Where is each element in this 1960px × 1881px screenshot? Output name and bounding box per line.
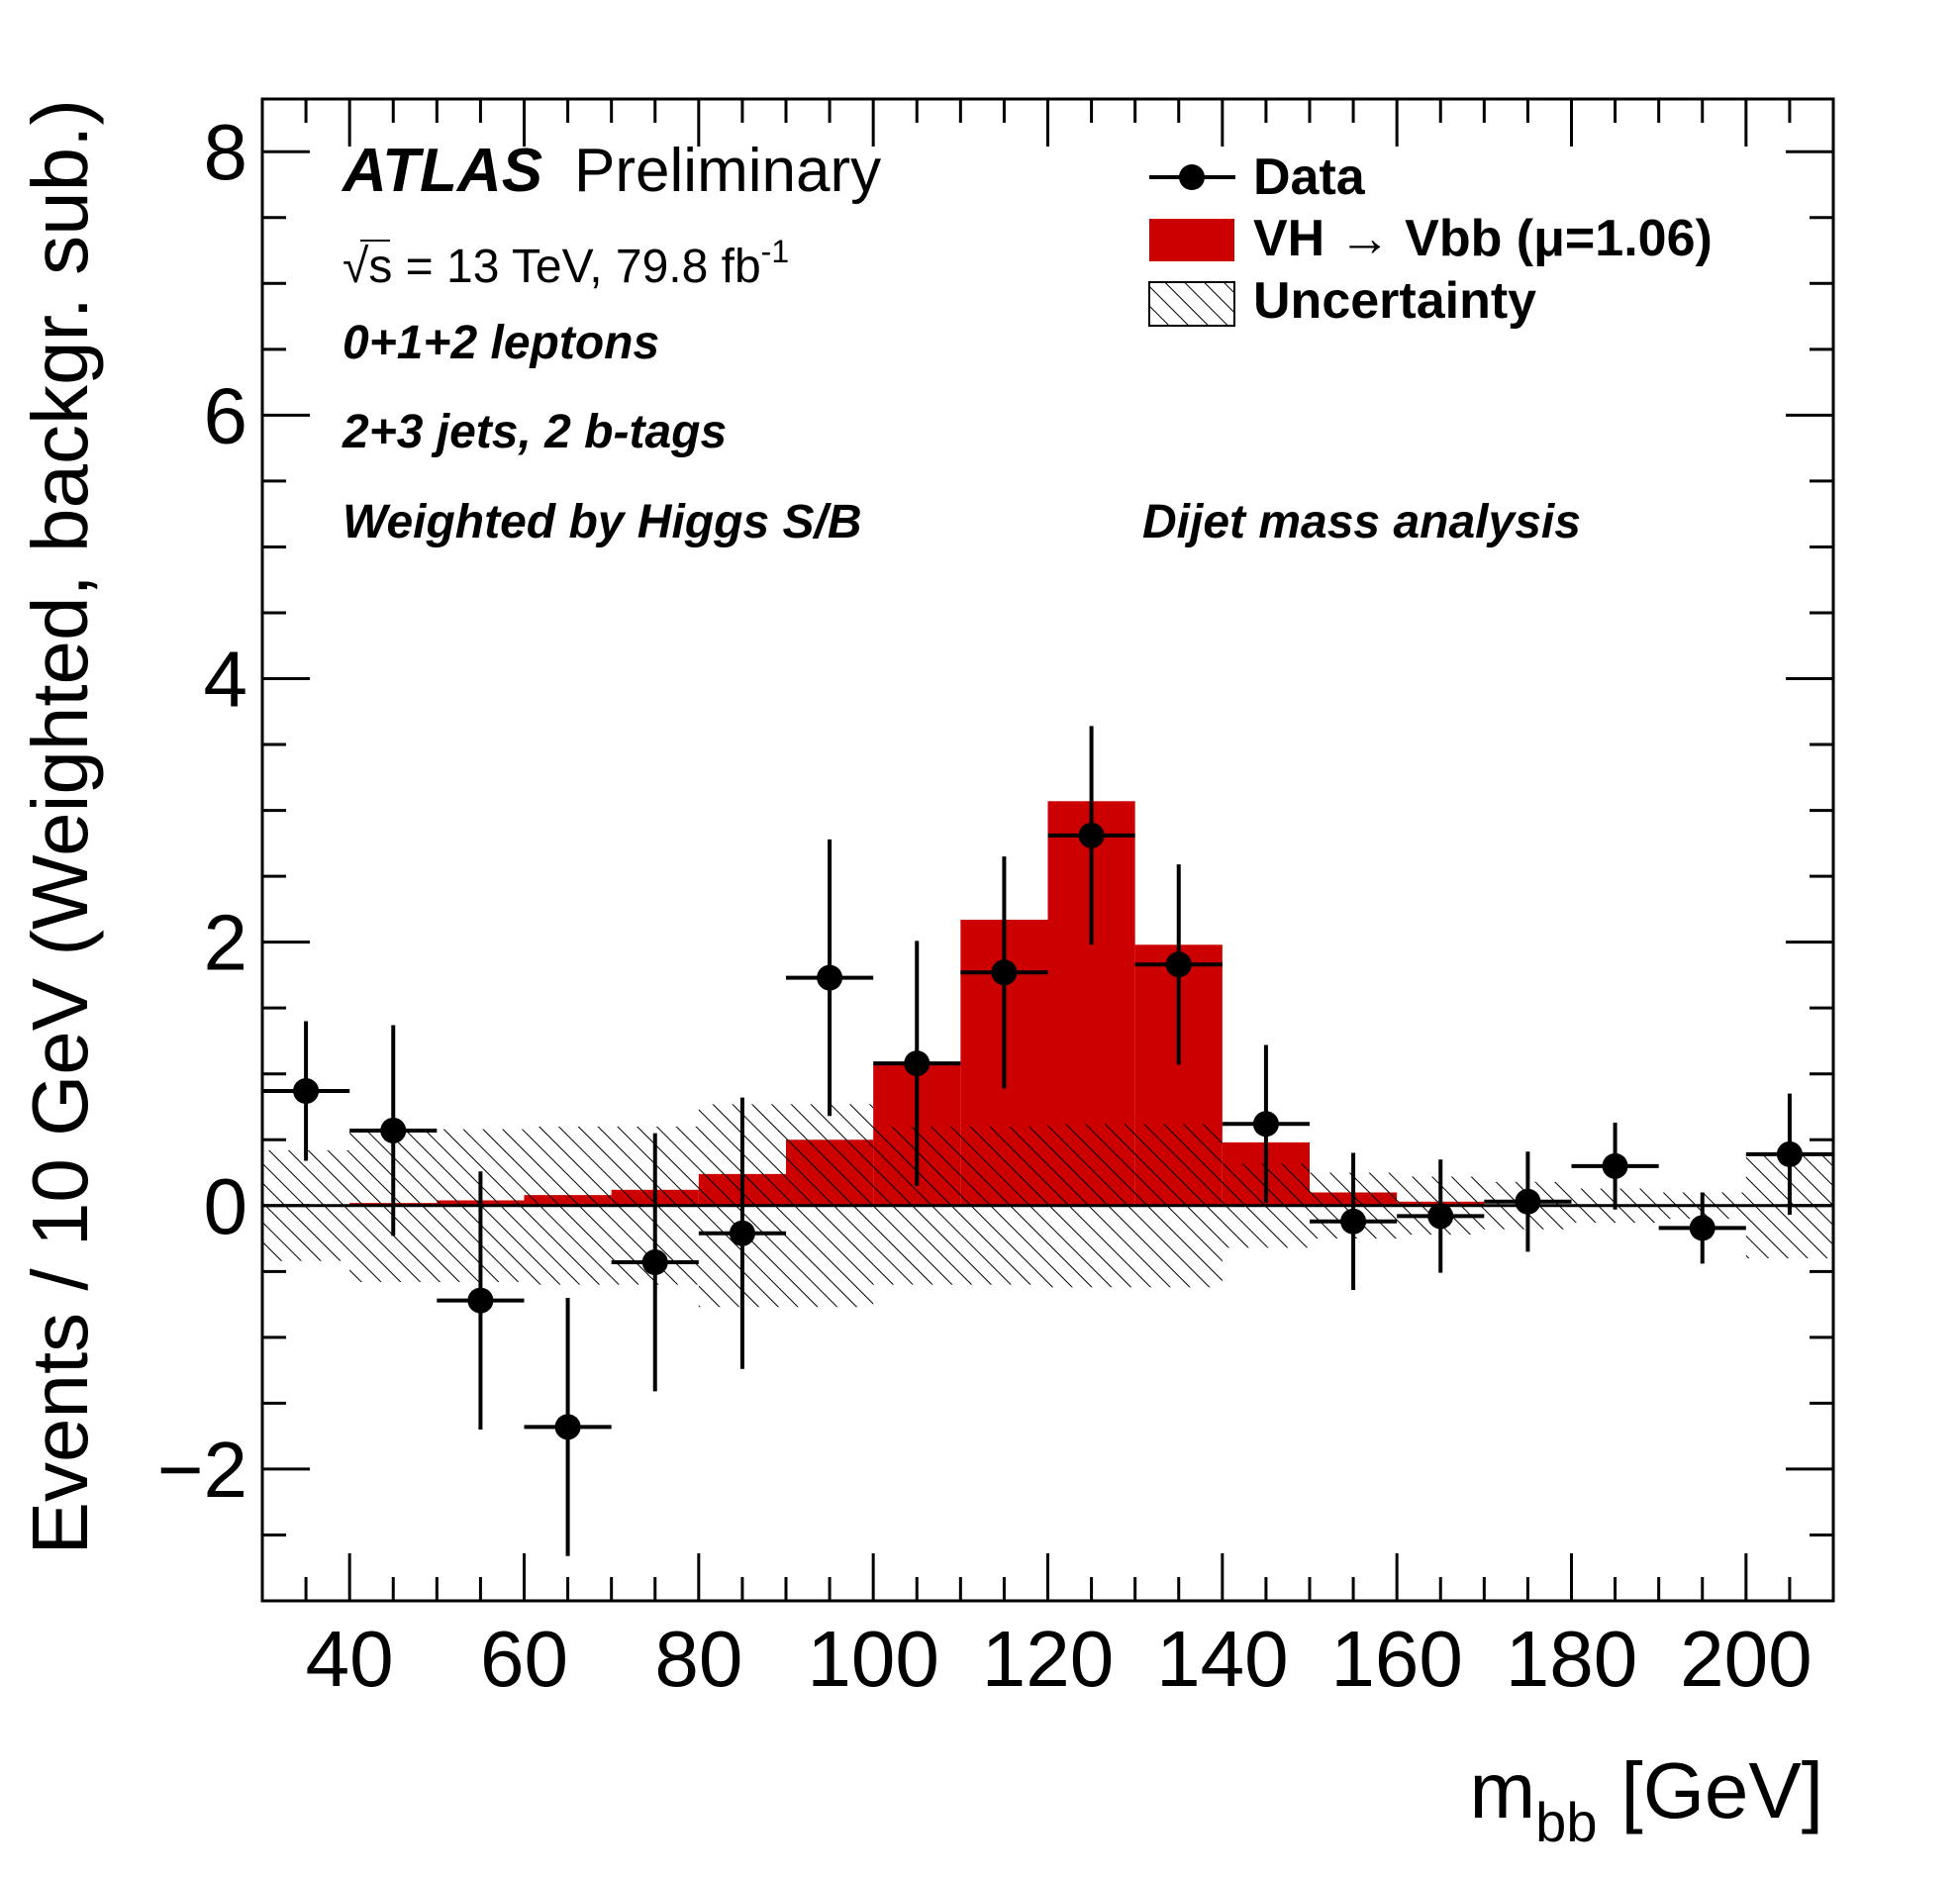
data-points [262,726,1833,1556]
x-tick-label: 140 [1156,1615,1288,1703]
x-tick-label: 40 [306,1615,394,1703]
energy-lumi-label: √s = 13 TeV, 79.8 fb-1 [343,234,789,293]
legend-label-uncertainty: Uncertainty [1253,272,1536,330]
data-point [1427,1203,1454,1230]
data-point [904,1050,931,1077]
legend-label-signal: VH → Vbb (μ=1.06) [1253,210,1713,267]
data-point [817,964,843,991]
x-tick-label: 120 [982,1615,1114,1703]
legend-label-data: Data [1253,148,1366,206]
legend: Data VH → Vbb (μ=1.06) Uncertainty [1148,148,1713,330]
data-point [293,1078,320,1105]
data-point [1689,1215,1715,1241]
legend-entry-data: Data [1149,148,1366,206]
y-tick-label: 0 [204,1162,248,1250]
y-tick-labels: 8 6 4 2 0 −2 [157,108,247,1514]
x-axis-title-unit: [GeV] [1620,1746,1823,1834]
data-point [729,1220,755,1246]
axis-ticks [262,99,1833,1601]
x-tick-label: 60 [480,1615,568,1703]
x-tick-label: 200 [1680,1615,1812,1703]
x-axis-title-var: m [1470,1746,1536,1834]
data-point [1340,1208,1367,1235]
y-tick-label: 8 [204,108,248,196]
legend-entry-uncertainty: Uncertainty [1148,272,1536,330]
data-point [380,1117,407,1143]
data-point [1078,822,1105,848]
data-point [1776,1140,1803,1167]
data-point [467,1287,494,1314]
x-axis-title: mbb [GeV] [1470,1746,1823,1853]
data-point [641,1249,668,1276]
legend-entry-signal: VH → Vbb (μ=1.06) [1149,210,1713,267]
y-axis-title: Events / 10 GeV (Weighted, backgr. sub.) [16,99,104,1554]
y-tick-label: 2 [204,899,248,987]
y-tick-label: −2 [157,1426,247,1514]
legend-signal-swatch [1149,219,1234,261]
channel-label: 0+1+2 leptons [343,317,659,369]
x-axis-title-sub: bb [1535,1791,1597,1853]
experiment-label: ATLAS Preliminary [341,137,881,205]
x-tick-label: 160 [1330,1615,1462,1703]
data-point [1515,1188,1541,1215]
jets-label: 2+3 jets, 2 b-tags [342,406,727,458]
x-tick-label: 80 [654,1615,742,1703]
data-point [1165,951,1192,978]
x-tick-label: 180 [1506,1615,1637,1703]
legend-data-marker-dot [1179,164,1205,190]
data-point [1602,1152,1628,1179]
data-point [991,959,1018,986]
data-point [554,1414,581,1440]
y-tick-label: 6 [204,371,248,459]
data-point [1252,1111,1279,1138]
x-tick-label: 100 [807,1615,938,1703]
y-tick-label: 4 [204,636,248,724]
x-tick-labels: 40 60 80 100 120 140 160 180 200 [306,1615,1813,1703]
weighting-label: Weighted by Higgs S/B [343,496,861,548]
analysis-label: Dijet mass analysis [1142,496,1581,548]
legend-uncertainty-swatch [1148,281,1235,327]
